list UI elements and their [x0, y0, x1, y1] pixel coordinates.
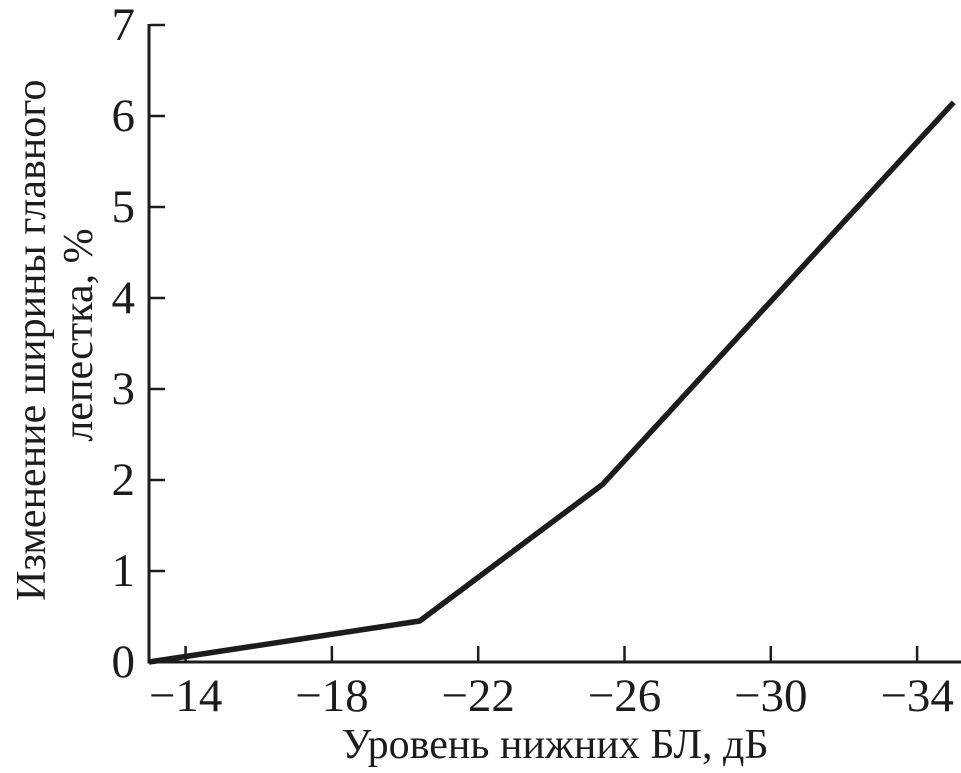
- y-tick-label: 4: [112, 272, 136, 324]
- y-axis-label-line-1: Изменение ширины главного: [9, 80, 55, 601]
- axes: [147, 24, 961, 664]
- y-tick-label: 0: [112, 636, 136, 688]
- series-line: [148, 100, 956, 665]
- axis-frame: [147, 24, 961, 664]
- y-tick-label: 2: [112, 454, 136, 506]
- x-tick-label: −34: [880, 670, 954, 722]
- x-tick-labels: −14 −18 −22 −26 −30 −34: [149, 670, 954, 722]
- data-series: [148, 100, 956, 665]
- y-axis-ticks: [150, 23, 165, 664]
- y-tick-labels: 0 1 2 3 4 5 6 7: [112, 0, 136, 688]
- y-tick-label: 1: [112, 545, 136, 597]
- y-axis-label: Изменение ширины главного лепестка, %: [9, 69, 102, 601]
- x-tick-label: −18: [295, 670, 369, 722]
- y-tick-label: 3: [112, 363, 136, 415]
- y-tick-label: 7: [112, 0, 136, 51]
- x-tick-label: −30: [734, 670, 808, 722]
- x-axis-ticks: [184, 646, 919, 661]
- y-tick-label: 5: [112, 181, 136, 233]
- y-axis-label-line-2: лепестка, %: [56, 228, 102, 441]
- x-tick-label: −26: [588, 670, 662, 722]
- x-axis-label: Уровень нижних БЛ, дБ: [342, 722, 769, 768]
- x-tick-label: −14: [149, 670, 223, 722]
- x-tick-label: −22: [441, 670, 515, 722]
- y-tick-label: 6: [112, 90, 136, 142]
